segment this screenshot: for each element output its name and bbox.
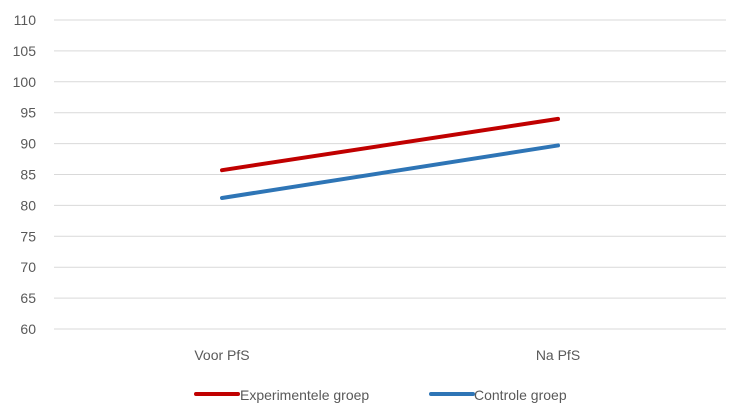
y-tick-label: 75 <box>20 228 36 244</box>
y-axis-ticks: 60 65 70 75 80 85 90 95 100 105 110 <box>13 12 37 337</box>
y-tick-label: 100 <box>13 74 37 90</box>
y-tick-label: 80 <box>20 197 36 213</box>
x-tick-label: Na PfS <box>536 347 580 363</box>
series-line-1 <box>220 116 560 173</box>
y-tick-label: 95 <box>20 105 36 121</box>
y-tick-label: 110 <box>14 12 37 28</box>
y-tick-label: 85 <box>20 167 36 183</box>
y-tick-label: 70 <box>20 259 36 275</box>
legend-label: Controle groep <box>474 387 567 403</box>
y-tick-label: 65 <box>20 290 36 306</box>
gridlines <box>54 19 726 330</box>
x-axis-ticks: Voor PfS Na PfS <box>194 347 580 363</box>
legend-label: Experimentele groep <box>240 387 369 403</box>
series-line-2 <box>220 143 560 200</box>
y-tick-label: 60 <box>20 321 36 337</box>
legend: Experimentele groep Controle groep <box>194 387 567 403</box>
y-tick-label: 105 <box>13 43 37 59</box>
x-tick-label: Voor PfS <box>194 347 249 363</box>
y-tick-label: 90 <box>20 136 36 152</box>
series-lines <box>220 116 560 200</box>
